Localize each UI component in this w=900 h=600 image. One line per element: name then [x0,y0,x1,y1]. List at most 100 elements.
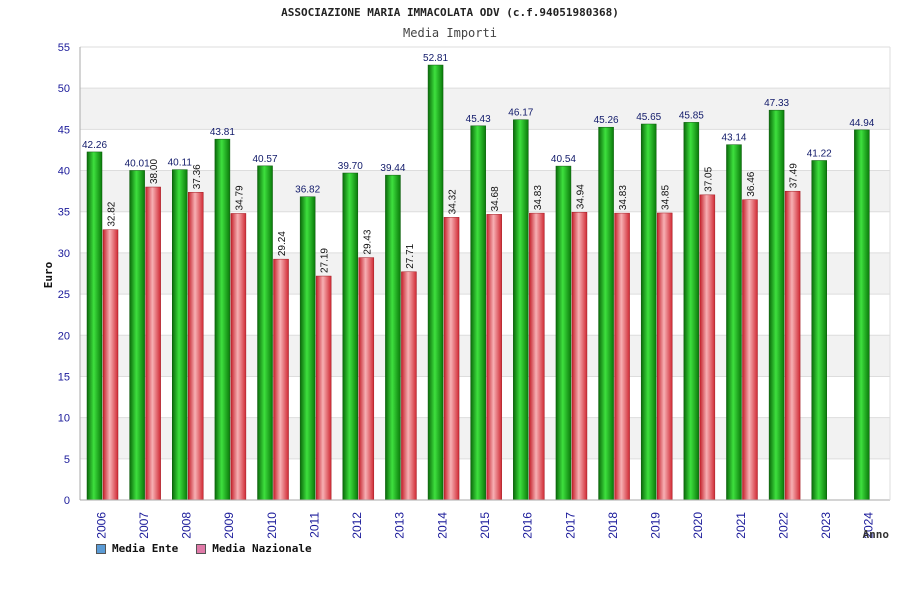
data-label-media-ente: 44.94 [849,118,874,129]
bar-media-ente [513,119,529,501]
bar-media-nazionale [358,257,375,501]
y-tick-label: 40 [58,166,70,178]
data-label-media-ente: 43.14 [721,133,746,144]
data-label-media-nazionale: 27.71 [405,243,416,268]
bar-media-ente [299,196,316,501]
bar-media-ente [726,144,742,501]
bar-media-nazionale [784,190,801,501]
x-tick-label: 2007 [137,512,151,539]
legend: Media Ente Media Nazionale [96,542,312,555]
legend-item-ente: Media Ente [96,542,178,555]
data-label-media-ente: 45.65 [636,112,661,123]
data-label-media-ente: 40.11 [168,158,193,169]
bar-media-ente [86,151,103,501]
bar-media-ente [640,123,657,501]
data-label-media-nazionale: 37.49 [789,163,800,188]
x-tick-label: 2014 [435,512,449,539]
y-tick-label: 0 [64,495,70,507]
y-tick-label: 5 [64,454,70,466]
x-tick-label: 2006 [94,512,108,539]
data-label-media-nazionale: 34.83 [618,185,629,210]
x-tick-label: 2010 [265,512,279,539]
bar-media-nazionale [614,212,630,501]
bar-media-nazionale [656,212,673,501]
data-label-media-nazionale: 34.79 [234,185,245,210]
axes: 0 5 10 15 20 25 30 35 40 45 50 55 2006 2007 2008 2009 20… [42,42,891,541]
y-tick-label: 45 [58,124,70,136]
bar-media-nazionale [571,211,588,501]
legend-swatch-ente [96,543,106,554]
y-tick-label: 25 [58,289,70,301]
data-label-media-ente: 52.81 [423,53,448,64]
y-axis-title: Euro [42,261,55,288]
x-tick-label: 2013 [393,512,407,539]
x-tick-label: 2021 [734,512,748,539]
data-label-media-ente: 39.70 [338,161,363,172]
data-label-media-nazionale: 37.36 [192,164,203,189]
data-label-media-nazionale: 34.85 [661,184,672,209]
bar-media-nazionale [273,258,289,501]
y-tick-label: 30 [58,248,70,260]
data-label-media-nazionale: 34.68 [490,186,501,211]
bar-media-nazionale [188,192,204,501]
bar-media-nazionale [443,217,460,501]
data-label-media-ente: 45.85 [679,110,704,121]
bar-media-ente [172,169,188,501]
bar-media-ente [427,64,444,501]
y-tick-label: 10 [58,413,70,425]
data-label-media-ente: 39.44 [380,163,405,174]
legend-swatch-nazionale [196,543,207,554]
x-axis-title: Anno [863,528,890,541]
bar-media-nazionale [230,213,247,501]
bar-media-nazionale [102,229,119,501]
x-tick-label: 2011 [307,512,321,538]
y-tick-label: 15 [58,371,70,383]
bar-media-nazionale [486,214,502,501]
bars [86,64,870,501]
bar-media-ente [385,174,401,501]
x-tick-label: 2022 [776,512,790,539]
bar-media-ente [555,165,572,501]
x-tick-label: 2019 [649,512,663,539]
bar-media-ente [342,172,359,501]
bar-media-nazionale [315,275,332,501]
bar-media-ente [214,138,231,501]
x-tick-label: 2020 [691,512,705,539]
data-label-media-nazionale: 36.46 [746,171,757,196]
data-label-media-nazionale: 34.94 [575,184,586,209]
bar-media-nazionale [401,271,417,501]
chart-subtitle: Media Importi [403,26,497,40]
legend-label-ente: Media Ente [112,542,179,555]
x-tick-label: 2009 [222,512,236,539]
y-tick-label: 50 [58,83,70,95]
data-label-media-ente: 40.01 [125,158,150,169]
data-label-media-nazionale: 27.19 [320,248,331,273]
data-label-media-nazionale: 37.05 [703,166,714,191]
bar-media-ente [257,165,273,501]
bar-media-nazionale [699,194,716,501]
x-tick-label: 2023 [819,512,833,539]
x-tick-label: 2016 [521,512,535,539]
data-label-media-ente: 45.43 [466,114,491,125]
bar-media-ente [129,170,145,501]
data-label-media-ente: 36.82 [295,185,320,196]
data-label-media-ente: 42.26 [82,140,107,151]
legend-label-nazionale: Media Nazionale [212,542,312,555]
y-tick-label: 35 [58,207,70,219]
bar-media-nazionale [145,186,161,501]
data-label-media-ente: 47.33 [764,98,789,109]
bar-media-ente [854,129,870,501]
data-label-media-ente: 46.17 [508,108,533,119]
y-tick-label: 55 [58,42,70,54]
bar-media-ente [683,122,700,501]
data-label-media-ente: 41.22 [807,148,832,159]
data-label-media-nazionale: 29.43 [362,229,373,254]
data-label-media-nazionale: 34.32 [448,189,459,214]
bar-media-nazionale [529,212,545,501]
data-label-media-nazionale: 38.00 [149,159,160,184]
data-label-media-nazionale: 32.82 [107,201,118,226]
x-tick-label: 2008 [180,512,194,539]
bar-media-ente [811,160,827,501]
